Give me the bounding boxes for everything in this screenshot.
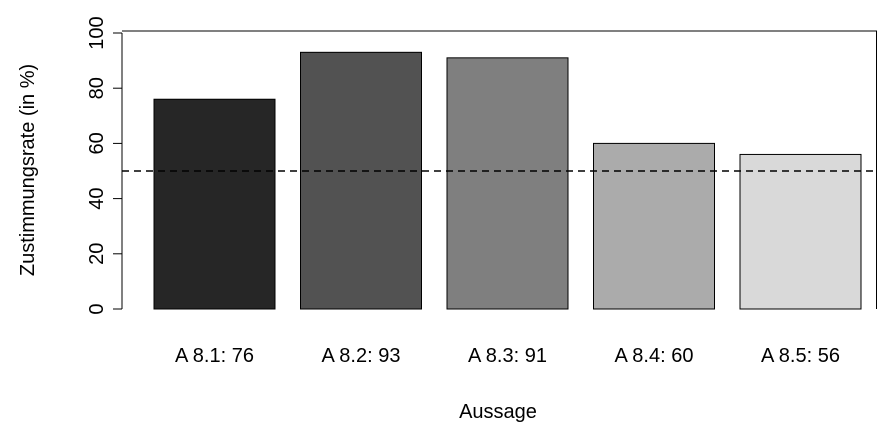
y-tick-label: 0 <box>86 303 108 314</box>
x-axis-title: Aussage <box>459 401 537 423</box>
x-category-label: A 8.3: 91 <box>468 345 547 367</box>
y-axis-title: Zustimmungsrate (in %) <box>17 64 39 276</box>
y-axis: 0 20 40 60 80 100 <box>86 16 123 315</box>
bar-5 <box>739 153 862 310</box>
bar-1 <box>153 98 276 310</box>
y-tick-label: 40 <box>86 187 108 209</box>
x-category-labels: A 8.1: 76 A 8.2: 93 A 8.3: 91 A 8.4: 60 A 8.… <box>175 345 840 367</box>
y-tick-label: 60 <box>86 132 108 154</box>
y-tick-label: 100 <box>86 16 108 49</box>
bar-3 <box>446 57 569 310</box>
y-tick-label: 20 <box>86 243 108 265</box>
bar-2 <box>300 51 422 310</box>
bars-group <box>153 51 862 310</box>
x-category-label: A 8.4: 60 <box>615 345 694 367</box>
x-category-label: A 8.2: 93 <box>322 345 401 367</box>
y-tick-label: 80 <box>86 77 108 99</box>
x-category-label: A 8.1: 76 <box>175 345 254 367</box>
bar-4 <box>593 142 715 310</box>
x-category-label: A 8.5: 56 <box>761 345 840 367</box>
